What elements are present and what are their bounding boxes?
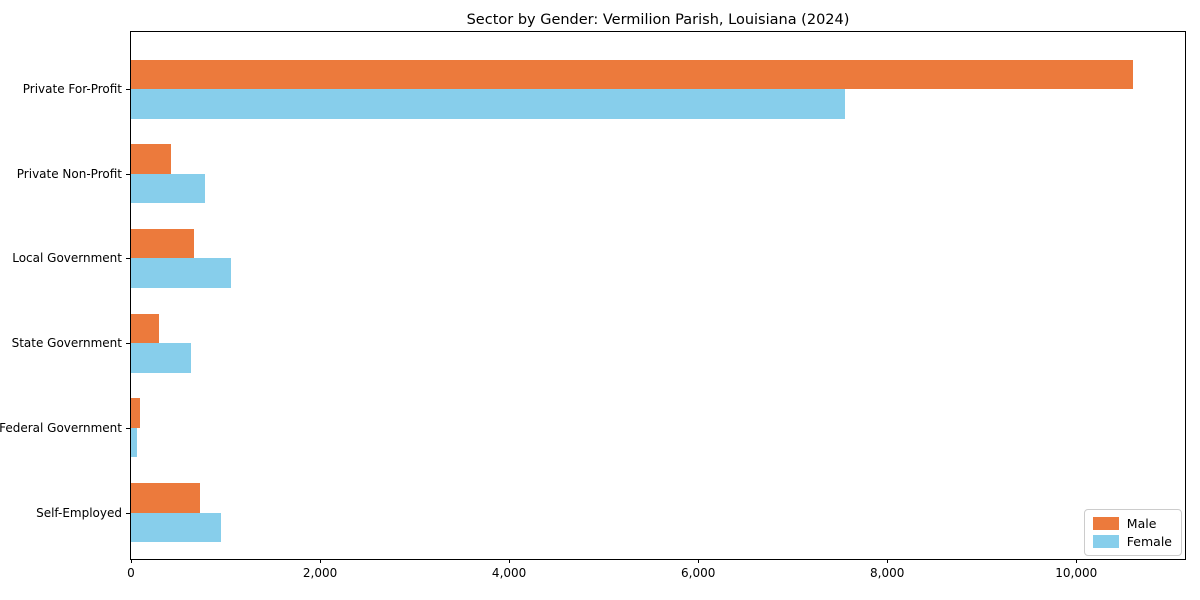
bar-female-5 [131, 427, 137, 458]
x-tick-label: 6,000 [680, 566, 716, 580]
y-tick-label: State Government [11, 336, 122, 351]
y-tick-mark [126, 173, 130, 175]
x-tick-mark [1076, 559, 1078, 563]
bar-male-1 [131, 59, 1133, 89]
bar-female-2 [131, 173, 205, 204]
bar-female-1 [131, 89, 845, 119]
legend-swatch-female-icon [1092, 535, 1119, 548]
y-tick-mark [126, 343, 130, 345]
y-tick-label: Federal Government [0, 420, 122, 435]
bar-male-4 [131, 313, 160, 344]
chart-title: Sector by Gender: Vermilion Parish, Loui… [466, 12, 850, 28]
bar-female-4 [131, 343, 191, 373]
legend-label-male: Male [1126, 516, 1157, 531]
y-tick-label: Private For-Profit [22, 82, 122, 96]
y-tick-label: Private Non-Profit [16, 166, 122, 181]
x-tick-mark [509, 559, 511, 563]
bar-female-3 [131, 258, 232, 288]
plot-area: Male Female Private For-Profit Private No… [0, 31, 1186, 580]
y-tick-mark [126, 89, 130, 90]
legend-item-female: Female [1092, 534, 1172, 549]
x-tick-label: 2,000 [302, 566, 338, 580]
y-tick-label: Local Government [12, 251, 122, 266]
legend-item-male: Male [1092, 516, 1172, 531]
x-tick-label: 8,000 [870, 566, 905, 580]
bar-male-3 [131, 228, 195, 259]
x-tick-mark [698, 559, 700, 563]
bar-female-6 [131, 512, 221, 542]
x-tick-mark [887, 559, 889, 563]
legend-swatch-male-icon [1092, 517, 1119, 530]
y-tick-mark [126, 512, 130, 514]
y-tick-mark [126, 258, 130, 260]
bar-male-6 [131, 483, 200, 513]
legend: Male Female [1083, 509, 1182, 556]
bar-male-2 [131, 144, 171, 174]
x-tick-label: 4,000 [491, 566, 527, 580]
y-tick-mark [126, 427, 130, 429]
y-tick-label: Self-Employed [36, 505, 122, 520]
x-tick-label: 0 [127, 566, 135, 580]
bar-male-5 [131, 398, 141, 428]
x-tick-mark [320, 559, 322, 563]
legend-label-female: Female [1126, 534, 1172, 549]
x-tick-mark [131, 559, 132, 563]
x-tick-label: 10,000 [1055, 566, 1098, 580]
